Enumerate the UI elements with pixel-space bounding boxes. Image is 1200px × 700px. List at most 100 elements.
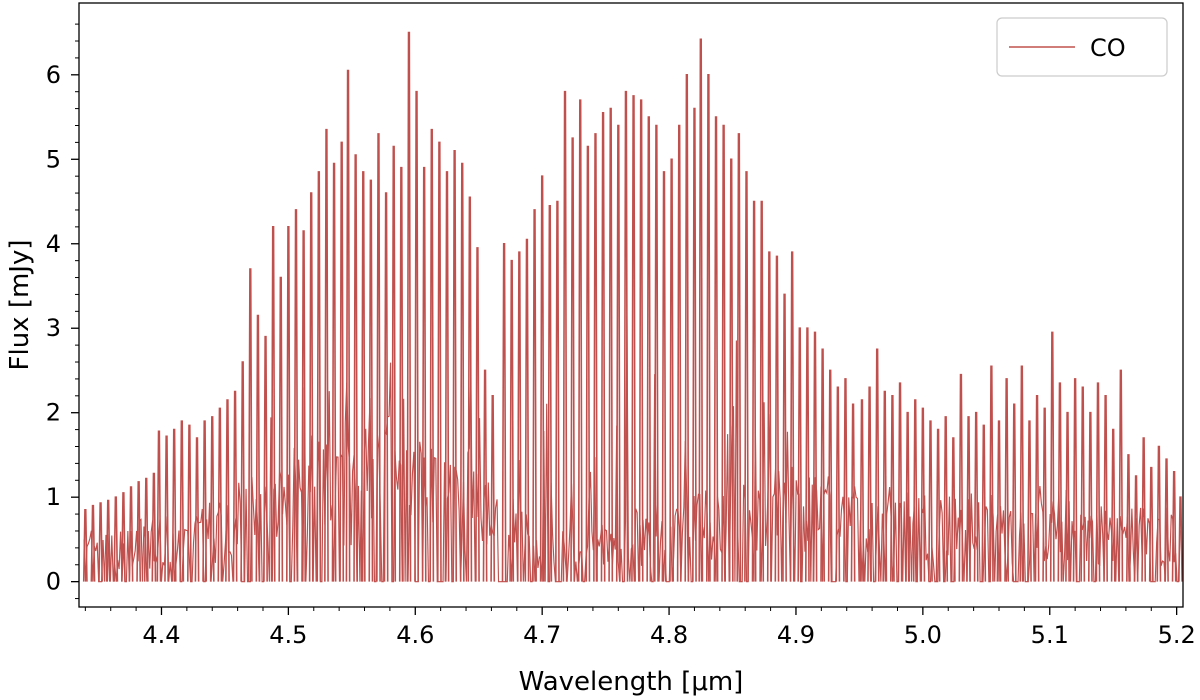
co-line-peak <box>263 335 268 582</box>
co-line-peak <box>797 327 803 582</box>
co-line-peak <box>608 107 614 582</box>
co-line-peak <box>1118 369 1124 582</box>
co-line-peak <box>225 399 230 582</box>
co-line-peak <box>585 145 591 582</box>
co-line-peak <box>136 481 142 582</box>
x-tick-label: 5.0 <box>904 621 942 649</box>
co-line-peak <box>452 150 458 582</box>
co-line-peak <box>353 154 359 582</box>
co-line-peak <box>713 116 719 582</box>
co-line-peak <box>217 407 223 582</box>
y-tick-label: 3 <box>46 314 61 342</box>
co-line-peak <box>1110 428 1116 582</box>
legend: CO <box>996 17 1168 77</box>
co-line-peak <box>789 251 795 582</box>
co-line-peak <box>835 386 841 582</box>
co-line-peak <box>736 133 742 582</box>
co-line-peak <box>661 171 667 582</box>
co-line-peak <box>890 395 895 582</box>
co-line-peak <box>398 166 404 582</box>
co-line-peak <box>391 145 397 582</box>
co-line-peak <box>1027 420 1032 582</box>
co-line-peak <box>467 196 473 582</box>
co-line-peak <box>240 361 246 582</box>
co-line-peak <box>285 226 291 582</box>
co-line-peak <box>301 230 307 582</box>
x-tick-label: 5.1 <box>1031 621 1069 649</box>
co-line-peak <box>444 171 450 582</box>
co-line-peak <box>90 504 96 582</box>
co-line-peak <box>414 90 419 582</box>
co-line-peak <box>339 141 345 582</box>
co-line-peak <box>820 348 826 582</box>
x-tick-label: 4.5 <box>269 621 307 649</box>
co-line-peak <box>759 200 765 582</box>
co-line-peak <box>1034 395 1040 582</box>
co-line-peak <box>676 124 682 582</box>
co-line-peak <box>202 420 208 582</box>
co-line-peak <box>255 314 261 582</box>
co-line-peak <box>82 509 88 582</box>
co-line-peak <box>646 116 652 582</box>
co-line-peak <box>156 430 162 582</box>
co-line-peak <box>1164 458 1169 582</box>
co-line-peak <box>981 424 987 582</box>
co-line-peak <box>1011 403 1017 582</box>
co-line-peak <box>874 348 880 582</box>
plot-area <box>82 31 1183 583</box>
co-line-peak <box>1049 331 1055 582</box>
co-line-peak <box>98 502 103 582</box>
co-line-peak <box>812 331 818 582</box>
co-line-peak <box>555 200 560 582</box>
co-line-peak <box>958 373 964 582</box>
co-line-peak <box>1156 445 1162 582</box>
co-line-peak <box>684 74 690 582</box>
co-line-peak <box>653 124 659 582</box>
co-line-peak <box>194 437 200 582</box>
co-line-peak <box>1126 454 1131 582</box>
co-line-peak <box>128 486 134 582</box>
co-line-peak <box>882 390 888 582</box>
co-line-peak <box>751 200 757 582</box>
co-line-peak <box>171 428 177 582</box>
x-axis-label: Wavelength [μm] <box>519 667 744 697</box>
co-line-peak <box>1171 471 1177 582</box>
co-line-peak <box>293 209 299 582</box>
co-line-peak <box>316 171 322 582</box>
co-line-peak <box>524 238 530 582</box>
co-line-peak <box>247 268 253 582</box>
y-tick-label: 2 <box>46 399 61 427</box>
co-line-peak <box>744 171 749 582</box>
co-line-peak <box>1042 407 1048 582</box>
co-line-peak <box>943 416 949 582</box>
co-line-peak <box>509 259 515 582</box>
co-line-peak <box>1019 365 1025 582</box>
co-line-peak <box>547 204 553 582</box>
co-line-peak <box>867 386 872 582</box>
co-line-peak <box>459 162 465 582</box>
co-line-peak <box>692 107 697 582</box>
co-line-peak <box>406 31 412 582</box>
x-axis: 4.4 4.5 4.6 4.7 4.8 4.9 5.0 5.1 5.2 <box>84 607 1196 649</box>
co-line-peak <box>593 133 598 582</box>
co-line-peak <box>1141 437 1147 582</box>
co-line-peak <box>1057 382 1063 582</box>
co-line-peak <box>1148 466 1154 582</box>
co-line-peak <box>859 399 865 582</box>
co-line-peak <box>308 192 314 582</box>
co-line-peak <box>1087 411 1093 582</box>
co-line-peak <box>345 69 351 582</box>
co-line-peak <box>1133 475 1139 582</box>
x-tick-label: 4.6 <box>396 621 434 649</box>
legend-box <box>996 17 1168 77</box>
co-line-peak <box>516 251 522 582</box>
co-line-peak <box>920 407 926 582</box>
co-line-peak <box>577 99 583 582</box>
co-line-peak <box>669 158 675 582</box>
co-line-peak <box>383 192 389 582</box>
co-series <box>82 31 1183 583</box>
co-line-peak <box>615 124 621 582</box>
co-line-peak <box>539 175 545 582</box>
